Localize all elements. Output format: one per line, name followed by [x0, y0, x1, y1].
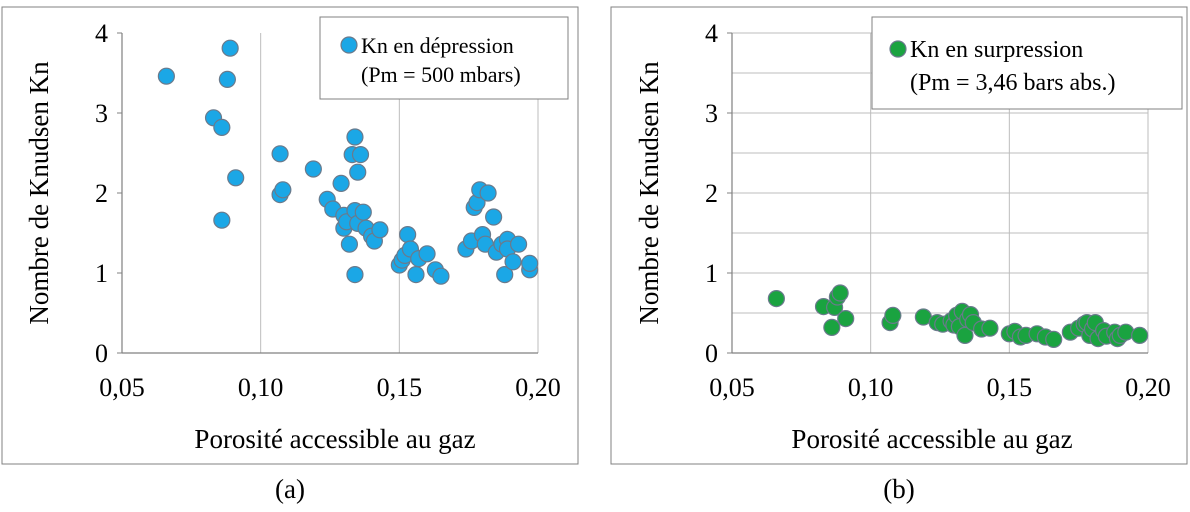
chart-a-y-tick-label: 1: [95, 259, 108, 288]
chart-b-y-tick-label: 1: [705, 259, 718, 288]
chart-a-data-point: [346, 128, 364, 146]
chart-a-data-point: [504, 253, 522, 271]
chart-b-tick-labels: 0,05 0,10 0,15 0,20 0 1 2 3 4: [705, 19, 1171, 402]
chart-a-data-point: [346, 266, 364, 284]
panel-label-a: (a): [275, 474, 305, 504]
chart-b-data-point: [837, 310, 855, 328]
chart-a-y-tick-label: 4: [95, 19, 108, 48]
chart-b-x-tick-label: 0,10: [848, 373, 894, 402]
chart-a-x-tick-label: 0,15: [377, 373, 423, 402]
chart-a-data-point: [399, 226, 417, 244]
chart-a-data-point: [407, 266, 425, 284]
chart-b-legend-line1: Kn en surpression: [910, 37, 1083, 63]
chart-a-data-point: [432, 267, 450, 285]
chart-b-x-tick-label: 0,15: [987, 373, 1033, 402]
chart-a-data-point: [354, 203, 372, 221]
chart-a-y-tick-label: 0: [95, 339, 108, 368]
chart-a-x-tick-label: 0,20: [515, 373, 561, 402]
chart-a-data-point: [351, 146, 370, 164]
chart-a-legend: Kn en dépression (Pm = 500 mbars): [319, 16, 569, 100]
chart-a-data-point: [521, 254, 539, 272]
chart-a-data-point: [213, 118, 231, 137]
chart-b-y-tick-label: 4: [705, 19, 718, 48]
chart-a-legend-box: [319, 16, 569, 100]
chart-a-data-point: [340, 235, 359, 253]
chart-b-y-tick-label: 3: [705, 99, 718, 128]
chart-b-legend: Kn en surpression (Pm = 3,46 bars abs.): [871, 16, 1183, 110]
chart-a-points: [157, 39, 539, 285]
chart-a-tick-labels: 0,05 0,10 0,15 0,20 0 1 2 3 4: [95, 19, 561, 402]
chart-b-legend-marker: [889, 40, 907, 58]
chart-a-data-point: [274, 181, 292, 199]
chart-a-data-point: [227, 169, 245, 187]
chart-a-data-point: [271, 145, 289, 163]
chart-b-data-point: [1045, 330, 1063, 348]
chart-b-axes: [727, 32, 1148, 354]
chart-b-frame: [610, 6, 1188, 465]
chart-a-x-tick-label: 0,10: [238, 373, 284, 402]
chart-b-x-tick-label: 0,20: [1125, 373, 1171, 402]
chart-a-data-point: [371, 221, 389, 239]
chart-a-y-tick-label: 2: [95, 179, 108, 208]
chart-a-data-point: [485, 208, 503, 226]
chart-b-data-point: [884, 306, 902, 324]
chart-a-legend-line2: (Pm = 500 mbars): [361, 62, 521, 87]
chart-b-data-point: [1131, 326, 1149, 344]
chart-a-axes: [117, 32, 538, 354]
chart-b: 0,05 0,10 0,15 0,20 0 1 2 3 4 Nombre de Knudsen …: [610, 6, 1188, 465]
chart-a-x-axis-label: Porosité accessible au gaz: [194, 424, 475, 454]
chart-a-y-axis-label: Nombre de Knudsen Kn: [24, 61, 54, 325]
chart-b-y-tick-label: 2: [705, 179, 718, 208]
chart-a-legend-line1: Kn en dépression: [361, 33, 514, 58]
chart-a: 0,05 0,10 0,15 0,20 0 1 2 3 4 Nombre de Knudsen …: [1, 6, 579, 465]
chart-a-data-point: [349, 163, 367, 181]
chart-b-data-point: [981, 319, 999, 337]
chart-a-frame: [1, 6, 579, 465]
chart-a-data-point: [479, 184, 497, 202]
chart-b-data-point: [767, 290, 785, 308]
chart-a-x-tick-label: 0,05: [99, 373, 145, 402]
chart-a-data-point: [418, 245, 436, 263]
chart-a-data-point: [332, 174, 350, 192]
chart-b-legend-box: [871, 16, 1183, 110]
chart-a-data-point: [157, 67, 175, 85]
chart-a-data-point: [218, 70, 236, 89]
chart-b-data-point: [823, 318, 841, 336]
chart-b-data-point: [831, 284, 849, 302]
chart-b-data-point: [1117, 323, 1135, 341]
chart-b-x-axis-label: Porosité accessible au gaz: [791, 424, 1072, 454]
chart-b-points: [767, 284, 1149, 348]
chart-a-data-point: [509, 235, 528, 253]
chart-a-data-point: [496, 266, 514, 284]
chart-a-y-tick-label: 3: [95, 99, 108, 128]
chart-b-y-tick-label: 0: [705, 339, 718, 368]
chart-a-legend-marker: [340, 36, 358, 54]
chart-b-y-axis-label: Nombre de Knudsen Kn: [634, 61, 664, 325]
chart-a-data-point: [213, 211, 231, 229]
chart-a-data-point: [304, 160, 322, 178]
chart-b-x-tick-label: 0,05: [709, 373, 755, 402]
chart-b-legend-line2: (Pm = 3,46 bars abs.): [910, 70, 1116, 96]
chart-a-data-point: [221, 39, 239, 57]
panel-label-b: (b): [883, 474, 914, 504]
